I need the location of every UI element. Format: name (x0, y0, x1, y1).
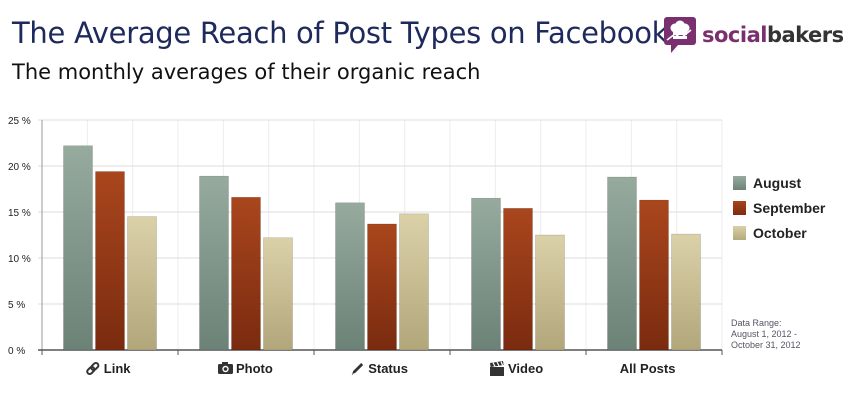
legend-item-august: August (733, 170, 825, 195)
bar-august-link (63, 145, 93, 351)
bar-september-video (503, 208, 533, 351)
y-tick-label: 20 % (8, 162, 31, 173)
x-tick-label-all-posts: All Posts (620, 361, 676, 376)
bar-august-photo (199, 175, 229, 351)
legend-item-september: September (733, 195, 825, 220)
bar-october-photo (263, 237, 293, 351)
bar-august-status (335, 202, 365, 351)
chart-title: The Average Reach of Post Types on Faceb… (12, 16, 669, 50)
note-line-1: Data Range: (731, 318, 782, 328)
y-tick-label: 15 % (8, 208, 31, 219)
chart-subtitle: The monthly averages of their organic re… (12, 60, 481, 84)
bar-october-status (399, 213, 429, 351)
y-tick-label: 25 % (8, 116, 31, 127)
bar-august-all-posts (607, 176, 637, 351)
chef-hat-speech-bubble-icon (664, 17, 696, 53)
data-range-note: Data Range: August 1, 2012 - October 31,… (731, 318, 801, 351)
link-icon (86, 361, 100, 376)
legend-swatch-october (733, 225, 746, 240)
y-tick-label: 5 % (8, 300, 25, 311)
legend-swatch-september (733, 200, 746, 215)
brand-name: socialbakers (702, 23, 843, 47)
clapperboard-icon (490, 361, 504, 376)
legend-label-october: October (753, 224, 807, 241)
x-tick-label-photo: Photo (236, 361, 273, 376)
legend-item-october: October (733, 220, 825, 245)
brand-name-part1: social (702, 23, 767, 47)
bar-september-all-posts (639, 199, 669, 351)
camera-icon (218, 362, 233, 374)
note-line-2: August 1, 2012 - (731, 329, 798, 339)
bar-october-video (535, 234, 565, 351)
chart-legend: August September October (733, 170, 825, 245)
bar-september-link (95, 171, 125, 351)
legend-label-september: September (753, 199, 826, 216)
bar-october-all-posts (671, 233, 701, 351)
bar-september-photo (231, 197, 261, 351)
bar-october-link (127, 216, 157, 351)
bar-september-status (367, 223, 397, 351)
bar-august-video (471, 197, 501, 351)
brand-logo: socialbakers (663, 16, 843, 54)
y-tick-label: 0 % (8, 346, 25, 357)
legend-label-august: August (753, 174, 802, 191)
note-line-3: October 31, 2012 (731, 340, 801, 350)
x-tick-label-status: Status (368, 361, 408, 376)
pencil-icon (351, 363, 364, 375)
y-tick-label: 10 % (8, 254, 31, 265)
x-tick-label-link: Link (104, 361, 131, 376)
brand-name-part2: bakers (766, 23, 843, 47)
legend-swatch-august (733, 175, 746, 190)
x-tick-label-video: Video (508, 361, 543, 376)
